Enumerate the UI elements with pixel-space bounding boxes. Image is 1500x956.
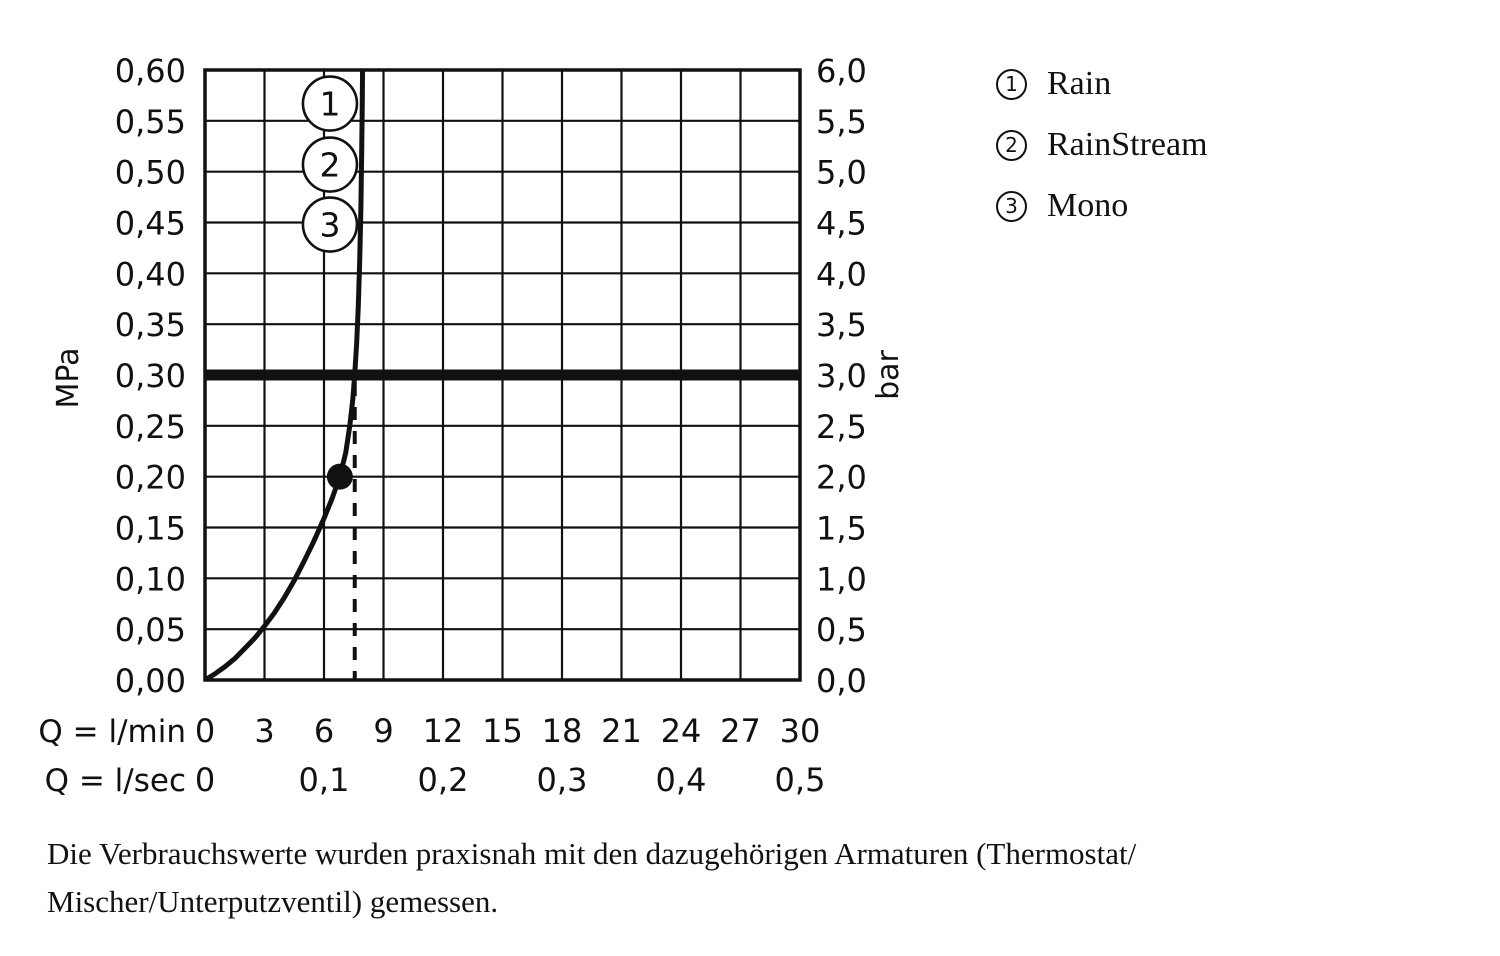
x-tick-lmin: 15 bbox=[482, 712, 523, 750]
y-tick-right: 5,0 bbox=[816, 154, 867, 192]
legend-item-rainstream: 2 RainStream bbox=[996, 125, 1208, 165]
y-axis-unit-mpa: MPa bbox=[51, 347, 86, 408]
x-tick-lmin: 30 bbox=[780, 712, 821, 750]
x-tick-lmin: 18 bbox=[542, 712, 583, 750]
x-tick-lsec: 0,3 bbox=[537, 761, 588, 799]
y-tick-right: 3,5 bbox=[816, 306, 867, 344]
legend-item-rain: 1 Rain bbox=[996, 64, 1208, 104]
curve-marker-circle-1 bbox=[301, 75, 359, 132]
y-tick-right: 0,0 bbox=[816, 662, 867, 700]
measurement-note: Die Verbrauchswerte wurden praxisnah mit… bbox=[47, 830, 1447, 926]
y-tick-right: 4,5 bbox=[816, 205, 867, 243]
y-axis-unit-bar: bar bbox=[871, 349, 906, 399]
y-tick-right: 5,5 bbox=[816, 103, 867, 141]
y-tick-right: 3,0 bbox=[816, 357, 867, 395]
curve-marker-circle-3 bbox=[301, 196, 359, 253]
y-tick-right: 0,5 bbox=[816, 611, 867, 649]
legend-item-mono: 3 Mono bbox=[996, 186, 1208, 226]
x-tick-lmin: 3 bbox=[254, 712, 274, 750]
flow-curve bbox=[205, 70, 366, 680]
x-tick-lsec: 0 bbox=[195, 761, 215, 799]
legend-label-rainstream: RainStream bbox=[1047, 126, 1208, 163]
curve-marker-number-1: 1 bbox=[319, 85, 340, 124]
y-tick-left: 0,55 bbox=[115, 103, 186, 141]
circled-number-3-icon: 3 bbox=[996, 190, 1027, 222]
x-tick-lmin: 21 bbox=[601, 712, 642, 750]
x-tick-lsec: 0,5 bbox=[775, 761, 826, 799]
circled-number-2-icon: 2 bbox=[996, 129, 1027, 161]
x-axis-label-lsec: Q = l/sec bbox=[45, 763, 186, 799]
x-tick-lmin: 24 bbox=[661, 712, 702, 750]
measurement-note-line2: Mischer/Unterputzventil) gemessen. bbox=[47, 884, 499, 920]
curve-marker-number-3: 3 bbox=[319, 206, 340, 245]
y-tick-left: 0,05 bbox=[115, 611, 186, 649]
y-tick-right: 2,0 bbox=[816, 459, 867, 497]
legend: 1 Rain 2 RainStream 3 Mono bbox=[996, 64, 1208, 247]
y-tick-left: 0,60 bbox=[115, 52, 186, 90]
x-tick-lsec: 0,4 bbox=[656, 761, 707, 799]
y-tick-left: 0,50 bbox=[115, 154, 186, 192]
legend-label-mono: Mono bbox=[1047, 187, 1129, 224]
x-tick-lmin: 9 bbox=[373, 712, 393, 750]
y-tick-right: 4,0 bbox=[816, 255, 867, 293]
x-tick-lsec: 0,2 bbox=[418, 761, 469, 799]
circled-number-1-icon: 1 bbox=[996, 68, 1027, 100]
measurement-note-line1: Die Verbrauchswerte wurden praxisnah mit… bbox=[47, 836, 1137, 871]
y-tick-right: 2,5 bbox=[816, 408, 867, 446]
y-tick-left: 0,15 bbox=[115, 510, 186, 548]
y-tick-left: 0,45 bbox=[115, 205, 186, 243]
x-tick-lsec: 0,1 bbox=[299, 761, 350, 799]
y-tick-left: 0,35 bbox=[115, 306, 186, 344]
y-tick-left: 0,25 bbox=[115, 408, 186, 446]
curve-marker-number-2: 2 bbox=[319, 146, 340, 185]
curve-marker-circle-2 bbox=[301, 136, 359, 193]
y-tick-right: 6,0 bbox=[816, 52, 867, 90]
y-tick-left: 0,20 bbox=[115, 459, 186, 497]
x-tick-lmin: 0 bbox=[195, 712, 215, 750]
x-tick-lmin: 6 bbox=[314, 712, 334, 750]
x-tick-lmin: 12 bbox=[423, 712, 464, 750]
y-tick-left: 0,10 bbox=[115, 560, 186, 598]
x-axis-label-lmin: Q = l/min bbox=[38, 714, 186, 750]
y-tick-left: 0,30 bbox=[115, 357, 186, 395]
x-tick-lmin: 27 bbox=[720, 712, 761, 750]
y-tick-left: 0,40 bbox=[115, 255, 186, 293]
y-tick-right: 1,5 bbox=[816, 510, 867, 548]
y-tick-left: 0,00 bbox=[115, 662, 186, 700]
operating-point-dot bbox=[326, 463, 353, 490]
legend-label-rain: Rain bbox=[1047, 65, 1112, 102]
y-tick-right: 1,0 bbox=[816, 560, 867, 598]
